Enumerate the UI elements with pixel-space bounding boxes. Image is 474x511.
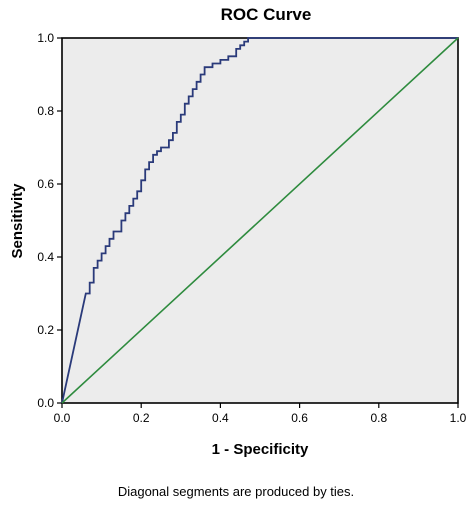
x-tick-label: 0.4 xyxy=(212,411,229,425)
x-tick-label: 1.0 xyxy=(450,411,467,425)
y-tick-label: 0.2 xyxy=(37,323,54,337)
chart-title: ROC Curve xyxy=(221,5,312,24)
y-axis-label: Sensitivity xyxy=(9,183,26,259)
y-tick-label: 0.8 xyxy=(37,104,54,118)
roc-curve-line xyxy=(61,37,458,404)
footnote: Diagonal segments are produced by ties. xyxy=(118,484,354,499)
x-tick-label: 0.2 xyxy=(133,411,150,425)
series-group xyxy=(61,37,459,404)
reference-diagonal-line xyxy=(61,37,459,404)
x-tick-label: 0.8 xyxy=(370,411,387,425)
x-axis-label: 1 - Specificity xyxy=(212,441,309,458)
y-tick-label: 0.0 xyxy=(37,396,54,410)
y-tick-label: 1.0 xyxy=(37,31,54,45)
x-tick-label: 0.6 xyxy=(291,411,308,425)
axis-ticks: 0.0 0.2 0.4 0.6 0.8 1.0 0.0 0.2 0.4 0.6 0.8 1.0 xyxy=(37,31,466,425)
y-tick-label: 0.6 xyxy=(37,177,54,191)
y-tick-label: 0.4 xyxy=(37,250,54,264)
x-tick-label: 0.0 xyxy=(54,411,71,425)
